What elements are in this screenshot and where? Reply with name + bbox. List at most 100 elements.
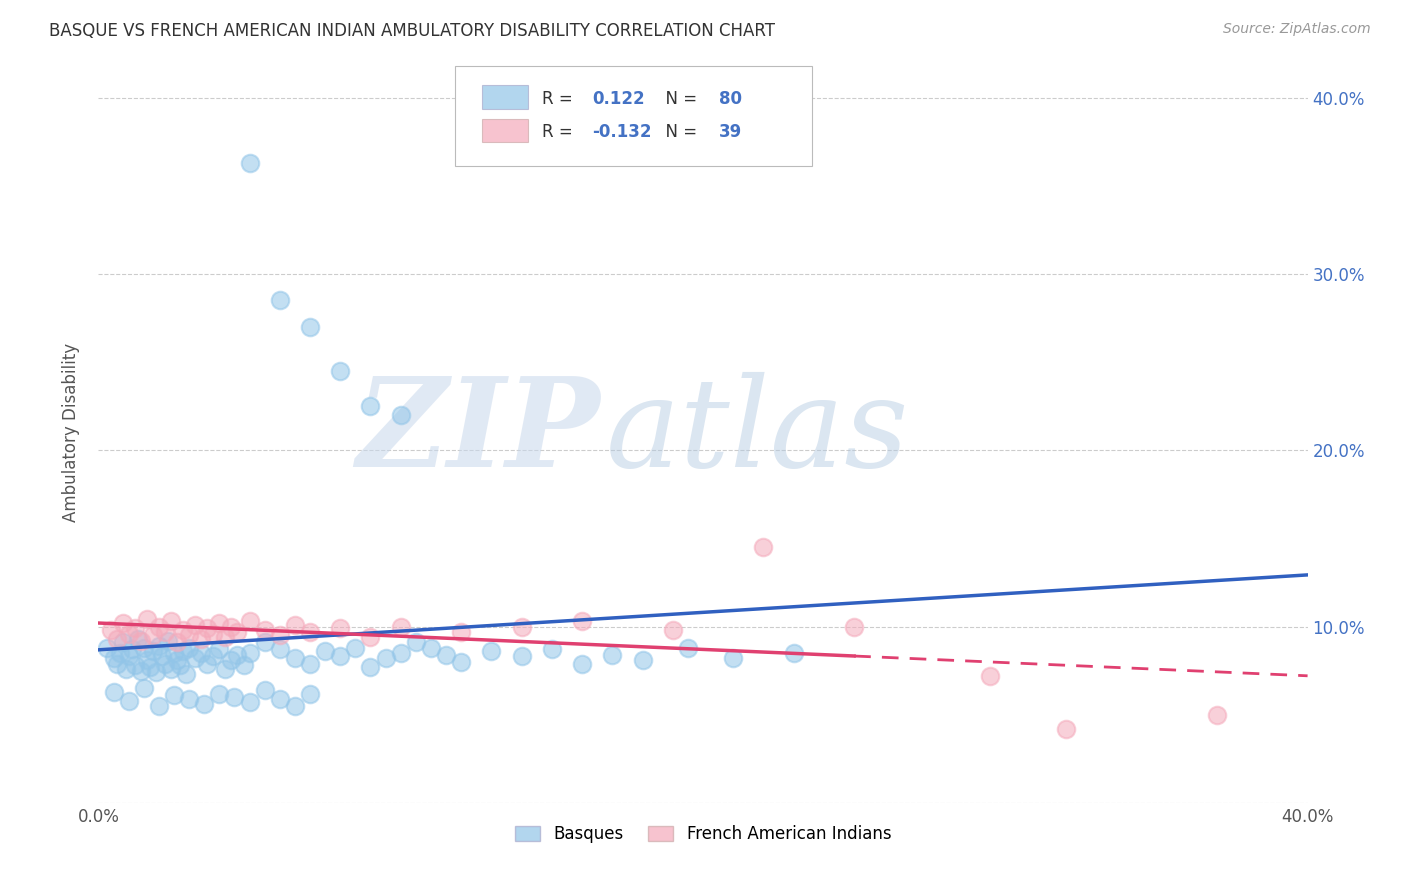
Point	[224, 690, 246, 704]
Point	[221, 653, 243, 667]
Point	[389, 408, 412, 422]
Text: ZIP: ZIP	[357, 372, 600, 493]
Point	[510, 649, 533, 664]
Point	[202, 649, 225, 664]
Y-axis label: Ambulatory Disability: Ambulatory Disability	[62, 343, 80, 522]
Point	[153, 657, 176, 671]
Point	[571, 614, 593, 628]
Point	[405, 635, 427, 649]
Point	[269, 293, 291, 308]
Point	[602, 648, 624, 662]
Point	[172, 644, 194, 658]
Point	[172, 623, 194, 637]
Point	[121, 642, 143, 657]
Point	[214, 630, 236, 644]
Point	[374, 651, 396, 665]
Point	[221, 619, 243, 633]
Point	[226, 624, 249, 639]
Point	[844, 619, 866, 633]
Point	[314, 644, 336, 658]
Point	[360, 630, 382, 644]
Point	[214, 662, 236, 676]
Point	[676, 640, 699, 655]
Point	[269, 691, 291, 706]
Point	[142, 628, 165, 642]
Point	[148, 619, 170, 633]
Point	[105, 657, 128, 671]
Point	[103, 685, 125, 699]
Point	[135, 612, 157, 626]
Point	[752, 540, 775, 554]
Point	[299, 624, 322, 639]
Point	[253, 683, 276, 698]
Point	[195, 621, 218, 635]
Point	[190, 646, 212, 660]
Point	[239, 156, 262, 170]
Point	[184, 617, 207, 632]
Point	[540, 642, 562, 657]
Point	[329, 649, 352, 664]
Point	[571, 657, 593, 671]
Text: 0.122: 0.122	[592, 90, 644, 108]
Point	[118, 693, 141, 707]
Point	[148, 639, 170, 653]
Point	[190, 632, 212, 646]
Point	[118, 626, 141, 640]
Point	[105, 632, 128, 646]
Point	[169, 658, 191, 673]
Point	[208, 686, 231, 700]
Point	[142, 644, 165, 658]
Text: R =: R =	[543, 123, 578, 141]
Point	[148, 698, 170, 713]
Point	[631, 653, 654, 667]
Point	[723, 651, 745, 665]
Text: R =: R =	[543, 90, 578, 108]
Point	[299, 319, 322, 334]
Point	[135, 653, 157, 667]
FancyBboxPatch shape	[456, 66, 811, 166]
Point	[360, 399, 382, 413]
Text: atlas: atlas	[606, 372, 910, 493]
Point	[129, 633, 152, 648]
Point	[239, 695, 262, 709]
Text: 39: 39	[718, 123, 742, 141]
Point	[253, 635, 276, 649]
Point	[1206, 707, 1229, 722]
Point	[481, 644, 503, 658]
Point	[389, 646, 412, 660]
Point	[139, 660, 162, 674]
Point	[179, 691, 201, 706]
Point	[160, 662, 183, 676]
Point	[166, 635, 188, 649]
Point	[389, 619, 412, 633]
Point	[450, 624, 472, 639]
FancyBboxPatch shape	[482, 119, 527, 143]
Text: N =: N =	[655, 90, 702, 108]
Text: BASQUE VS FRENCH AMERICAN INDIAN AMBULATORY DISABILITY CORRELATION CHART: BASQUE VS FRENCH AMERICAN INDIAN AMBULAT…	[49, 22, 775, 40]
Point	[127, 632, 149, 646]
Point	[226, 648, 249, 662]
Point	[100, 623, 122, 637]
Point	[208, 615, 231, 630]
Point	[111, 635, 134, 649]
Point	[360, 660, 382, 674]
Point	[108, 646, 131, 660]
Point	[174, 667, 197, 681]
Point	[979, 669, 1001, 683]
Point	[150, 649, 173, 664]
Point	[329, 621, 352, 635]
Point	[783, 646, 806, 660]
Point	[163, 688, 186, 702]
Point	[434, 648, 457, 662]
Point	[510, 619, 533, 633]
Point	[193, 697, 215, 711]
Point	[299, 686, 322, 700]
Point	[195, 657, 218, 671]
Point	[284, 617, 307, 632]
Point	[284, 651, 307, 665]
Point	[420, 640, 443, 655]
Point	[179, 640, 201, 655]
Point	[111, 615, 134, 630]
Point	[202, 626, 225, 640]
Point	[166, 653, 188, 667]
